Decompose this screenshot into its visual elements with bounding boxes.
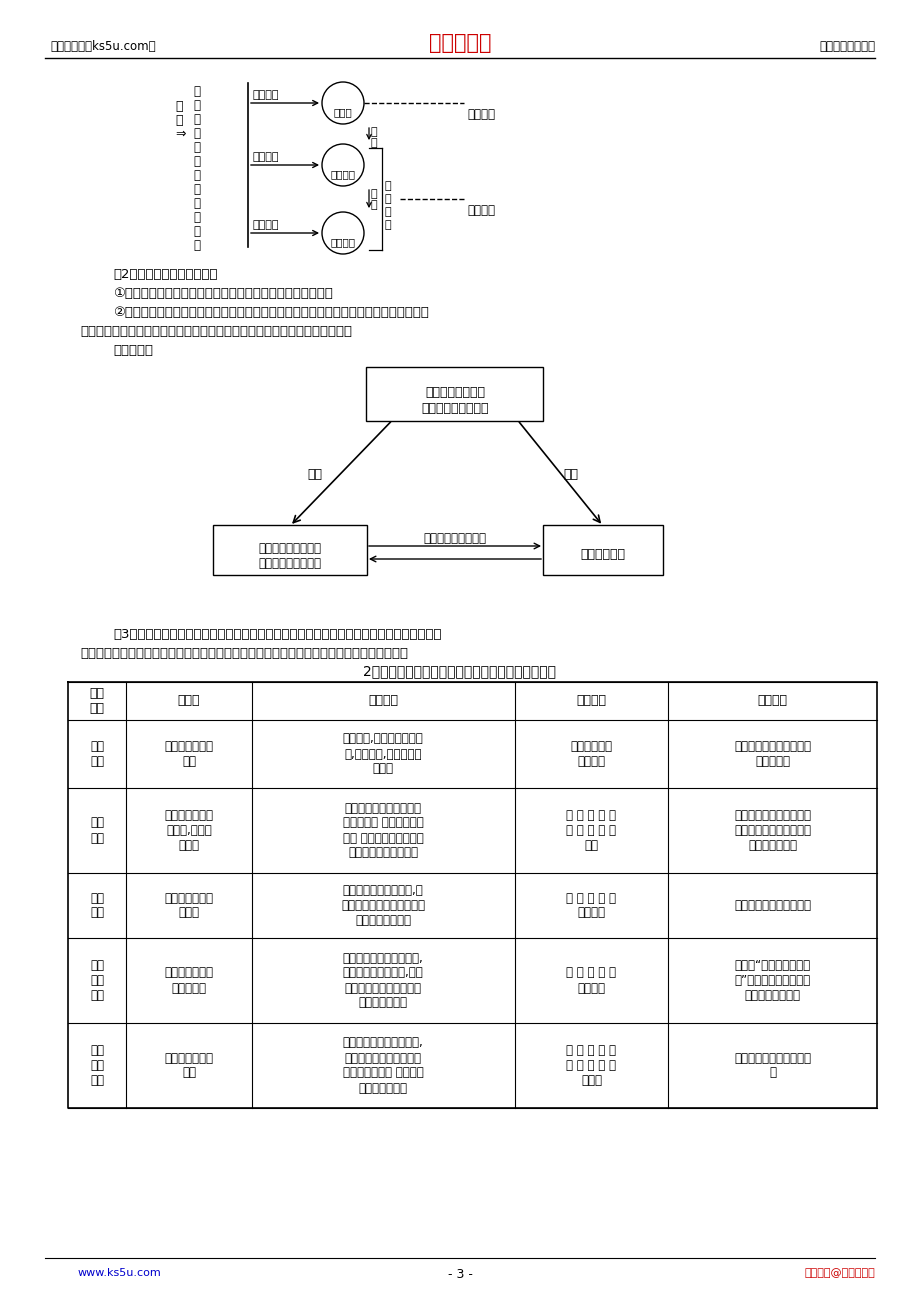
Text: 物的因素: 物的因素: [467, 204, 494, 217]
Text: 奴隶主占有生产资料并完
全占有奴隶 奴隶毫无人身
自由 奴隶劳动的全部产品
都归奴隶主占有和支配: 奴隶主占有生产资料并完 全占有奴隶 奴隶毫无人身 自由 奴隶劳动的全部产品 都归…: [343, 802, 423, 859]
Text: 改造什么: 改造什么: [253, 220, 279, 230]
Text: 无 产 阶 级 成
为 社 会 的 领
导阶级: 无 产 阶 级 成 为 社 会 的 领 导阶级: [566, 1044, 616, 1087]
Text: 资: 资: [384, 207, 391, 217]
Text: 谁来改造: 谁来改造: [253, 90, 279, 100]
Text: 城市的出现、文字的发明
和应用等使人类社会迈入
文明时代的门槛: 城市的出现、文字的发明 和应用等使人类社会迈入 文明时代的门槛: [733, 809, 811, 852]
FancyBboxPatch shape: [213, 525, 367, 575]
Text: 产品如何分配: 产品如何分配: [580, 548, 625, 561]
Text: 社会贡献: 社会贡献: [757, 694, 787, 707]
Text: 生: 生: [384, 181, 391, 191]
Text: 资 产 阶 级 与
无产阶级: 资 产 阶 级 与 无产阶级: [566, 966, 616, 995]
Text: 决定: 决定: [307, 467, 322, 480]
Text: 人的因素: 人的因素: [467, 108, 494, 121]
Text: 自: 自: [193, 184, 199, 197]
Text: 用: 用: [193, 128, 199, 141]
Text: 金属工具开始广
泛使用,生产工
具改进: 金属工具开始广 泛使用,生产工 具改进: [165, 809, 213, 852]
Text: 原始
社会: 原始 社会: [90, 740, 104, 768]
Text: 生产力: 生产力: [177, 694, 200, 707]
Text: 加: 加: [370, 189, 377, 199]
Text: 生产工具: 生产工具: [330, 169, 355, 178]
Text: 料: 料: [384, 220, 391, 230]
Text: 地 主 阶 级 与
农民阶级: 地 主 阶 级 与 农民阶级: [566, 892, 616, 919]
Text: 出现了封建君主专制国家: 出现了封建君主专制国家: [733, 898, 811, 911]
Text: 怎么改造: 怎么改造: [253, 152, 279, 161]
Text: 社会生产力和商
品经济发展: 社会生产力和商 品经济发展: [165, 966, 213, 995]
Text: 生产力发展到新
的水平: 生产力发展到新 的水平: [165, 892, 213, 919]
Text: 资本家占有一切生产资料,
劳动者受雇于资本家,资本
家在生产过程中占有工人
创造的剩余价值: 资本家占有一切生产资料, 劳动者受雇于资本家,资本 家在生产过程中占有工人 创造…: [343, 952, 423, 1009]
Text: 图示如下：: 图示如下：: [113, 344, 153, 357]
Text: 然: 然: [193, 197, 199, 210]
Text: 2．从生产力与生产关系角度看人类社会的发展历程: 2．从生产力与生产关系角度看人类社会的发展历程: [363, 664, 556, 678]
Text: （生产关系的基础）: （生产关系的基础）: [421, 402, 488, 415]
Text: 人: 人: [193, 85, 199, 98]
Text: 奴 隶 主 和 奴
隶 两 大 对 立
阶级: 奴 隶 主 和 奴 隶 两 大 对 立 阶级: [566, 809, 616, 852]
Text: 用: 用: [370, 138, 377, 148]
Text: 社会化大生产的
发展: 社会化大生产的 发展: [165, 1052, 213, 1079]
Text: 人类社会进入新的发展阶
段: 人类社会进入新的发展阶 段: [733, 1052, 811, 1079]
Text: 共同劳动,共同占有生产资
料,平等互助,平均分配劳
动产品: 共同劳动,共同占有生产资 料,平等互助,平均分配劳 动产品: [343, 733, 423, 776]
Text: 生产力水平非常
低下: 生产力水平非常 低下: [165, 740, 213, 768]
Text: 社会
类型: 社会 类型: [89, 687, 105, 715]
Text: 人们在社会生产中的: 人们在社会生产中的: [258, 542, 321, 555]
FancyBboxPatch shape: [366, 367, 543, 421]
Text: 和: 和: [193, 141, 199, 154]
Text: 改: 改: [193, 155, 199, 168]
Text: 其中，生产资料所有制是生产关系的基础，决定着生产关系的其他两个方面。: 其中，生产资料所有制是生产关系的基础，决定着生产关系的其他两个方面。: [80, 326, 352, 339]
Text: ②内容：生产资料归谁所有；人们在社会生产中的地位和相互关系如何；产品如何分配。: ②内容：生产资料归谁所有；人们在社会生产中的地位和相互关系如何；产品如何分配。: [113, 306, 428, 319]
Text: 劳动者共同占有生产资料,
人们在生产过程中建立起
互助合作的关系 个人消费
品实行按劳分配: 劳动者共同占有生产资料, 人们在生产过程中建立起 互助合作的关系 个人消费 品实…: [343, 1036, 423, 1095]
Text: www.ks5u.com: www.ks5u.com: [78, 1268, 162, 1279]
Text: 高考资源网: 高考资源网: [428, 33, 491, 53]
Text: ⇒: ⇒: [175, 128, 186, 141]
Text: 力: 力: [193, 240, 199, 253]
Text: ①含义：生产关系，即生产过程中形成的人和人之间的关系。: ①含义：生产关系，即生产过程中形成的人和人之间的关系。: [113, 286, 333, 299]
Text: 您身边的高考专家: 您身边的高考专家: [818, 40, 874, 53]
Text: 提出了“自由、平等、博
爱”等口号；工业革命促
进了生产力的发展: 提出了“自由、平等、博 爱”等口号；工业革命促 进了生产力的发展: [733, 960, 810, 1003]
Text: 产: 产: [384, 194, 391, 204]
Text: 生产关系适合生产力状况则促进生产力发展；生产关系不适合生产力状况则阻碍生产力发展。: 生产关系适合生产力状况则促进生产力发展；生产关系不适合生产力状况则阻碍生产力发展…: [80, 647, 407, 660]
Text: （3）生产力和生产关系的辩证关系：生产力决定生产关系，生产关系对生产力具有反作用。: （3）生产力和生产关系的辩证关系：生产力决定生产关系，生产关系对生产力具有反作用…: [113, 628, 441, 641]
Text: 高考资源网（ks5u.com）: 高考资源网（ks5u.com）: [50, 40, 155, 53]
Text: 生产资料归谁所有: 生产资料归谁所有: [425, 385, 484, 398]
Text: 奴隶
社会: 奴隶 社会: [90, 816, 104, 845]
Text: 版权所有@高考资源网: 版权所有@高考资源网: [803, 1268, 874, 1279]
Text: （2）生产关系的含义和内容: （2）生产关系的含义和内容: [113, 268, 217, 281]
Text: 地主占有绝大部分土地,占
有农民大部分劳动成果。农
民有一定人身自由: 地主占有绝大部分土地,占 有农民大部分劳动成果。农 民有一定人身自由: [341, 884, 425, 927]
FancyBboxPatch shape: [542, 525, 663, 575]
Text: 能: 能: [193, 225, 199, 238]
Text: 地位和相互关系如何: 地位和相互关系如何: [258, 557, 321, 570]
Text: 氏族、部落、
部落联盟: 氏族、部落、 部落联盟: [570, 740, 612, 768]
Text: 资本
主义
社会: 资本 主义 社会: [90, 960, 104, 1003]
Text: 的: 的: [193, 211, 199, 224]
Text: 劳动者: 劳动者: [334, 107, 352, 117]
Text: 利: 利: [193, 113, 199, 126]
Text: - 3 -: - 3 -: [447, 1268, 472, 1281]
Text: 互相联系、相互影响: 互相联系、相互影响: [423, 533, 486, 546]
Text: 利: 利: [370, 128, 377, 137]
Text: 决定: 决定: [562, 467, 577, 480]
Text: 劳动对象: 劳动对象: [330, 237, 355, 247]
Text: 社会组织: 社会组织: [576, 694, 606, 707]
Text: 生: 生: [175, 100, 182, 113]
Text: 工: 工: [370, 201, 377, 210]
Text: 社会
主义
社会: 社会 主义 社会: [90, 1044, 104, 1087]
Text: 封建
社会: 封建 社会: [90, 892, 104, 919]
Text: 造: 造: [193, 169, 199, 182]
Text: 产: 产: [175, 115, 182, 128]
Text: 原始社会的生产和生活变
化非常缓慢: 原始社会的生产和生活变 化非常缓慢: [733, 740, 811, 768]
Text: 们: 们: [193, 99, 199, 112]
Text: 生产关系: 生产关系: [368, 694, 398, 707]
